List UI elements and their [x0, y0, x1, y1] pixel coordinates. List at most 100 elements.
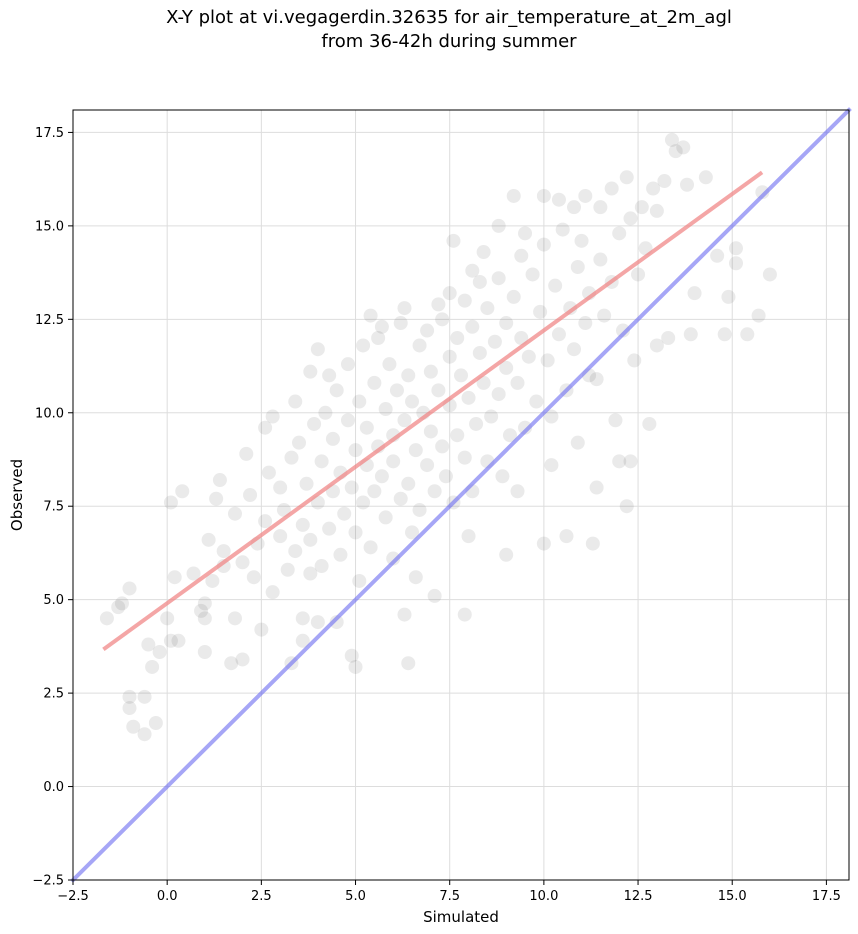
data-point [717, 327, 732, 342]
data-point [506, 289, 521, 304]
data-point [442, 349, 457, 364]
data-point [420, 323, 435, 338]
data-point [201, 532, 216, 547]
data-point [288, 544, 303, 559]
x-tick-label: 10.0 [529, 889, 558, 904]
data-point [314, 454, 329, 469]
data-point [401, 656, 416, 671]
data-point [408, 570, 423, 585]
data-point [502, 428, 517, 443]
data-point [175, 484, 190, 499]
data-point [438, 469, 453, 484]
data-point [276, 502, 291, 517]
data-point [340, 357, 355, 372]
data-point [114, 596, 129, 611]
data-point [570, 435, 585, 450]
data-point [344, 480, 359, 495]
data-point [521, 349, 536, 364]
data-point [367, 375, 382, 390]
data-point [469, 416, 484, 431]
data-point [122, 701, 137, 716]
data-point [461, 390, 476, 405]
data-point [322, 368, 337, 383]
data-point [612, 454, 627, 469]
data-point [405, 525, 420, 540]
data-point [167, 570, 182, 585]
data-point [273, 480, 288, 495]
data-point [239, 446, 254, 461]
data-point [261, 465, 276, 480]
data-point [510, 375, 525, 390]
data-point [657, 174, 672, 189]
data-point [310, 615, 325, 630]
data-point [423, 424, 438, 439]
data-point [363, 540, 378, 555]
data-point [378, 510, 393, 525]
data-point [529, 394, 544, 409]
x-tick-label: −2.5 [57, 889, 89, 904]
data-point [412, 338, 427, 353]
data-point [762, 267, 777, 282]
x-tick-label: 12.5 [624, 889, 653, 904]
y-tick-label: 5.0 [43, 593, 64, 608]
plot-frame [72, 109, 850, 881]
data-point [623, 454, 638, 469]
data-point [536, 188, 551, 203]
x-ticks: −2.5 0.0 2.5 5.0 7.5 10.0 12.5 15.0 17.5 [57, 880, 841, 904]
data-point [408, 443, 423, 458]
data-point [680, 177, 695, 192]
data-point [649, 338, 664, 353]
data-point [721, 289, 736, 304]
data-point [472, 345, 487, 360]
y-tick-label: −2.5 [32, 874, 64, 889]
data-point [235, 652, 250, 667]
data-point [352, 394, 367, 409]
data-point [205, 573, 220, 588]
data-point [303, 364, 318, 379]
data-point [420, 458, 435, 473]
x-axis-label: Simulated [423, 908, 499, 926]
data-point [374, 469, 389, 484]
data-point [461, 529, 476, 544]
data-point [209, 491, 224, 506]
data-point [227, 611, 242, 626]
data-point [435, 312, 450, 327]
data-point [499, 316, 514, 331]
data-point [642, 416, 657, 431]
data-point [378, 402, 393, 417]
data-point [533, 304, 548, 319]
data-point [348, 443, 363, 458]
data-point [687, 286, 702, 301]
data-point [374, 319, 389, 334]
data-point [322, 521, 337, 536]
data-point [197, 644, 212, 659]
data-point [197, 611, 212, 626]
data-point [352, 573, 367, 588]
data-point [348, 525, 363, 540]
lines-layer [70, 107, 852, 883]
data-point [310, 342, 325, 357]
data-point [303, 532, 318, 547]
data-point [661, 331, 676, 346]
data-point [551, 327, 566, 342]
data-point [536, 237, 551, 252]
data-point [465, 319, 480, 334]
data-point [389, 383, 404, 398]
data-point [506, 188, 521, 203]
data-point [356, 495, 371, 510]
data-point [405, 394, 420, 409]
data-point [126, 719, 141, 734]
data-point [491, 387, 506, 402]
y-tick-label: 7.5 [43, 500, 64, 515]
data-point [292, 435, 307, 450]
data-point [273, 529, 288, 544]
data-point [431, 297, 446, 312]
data-point [728, 241, 743, 256]
data-point [111, 600, 126, 615]
data-point [710, 248, 725, 263]
data-point [265, 585, 280, 600]
data-point [627, 353, 642, 368]
data-point [634, 200, 649, 215]
data-point [619, 170, 634, 185]
data-point [668, 144, 683, 159]
